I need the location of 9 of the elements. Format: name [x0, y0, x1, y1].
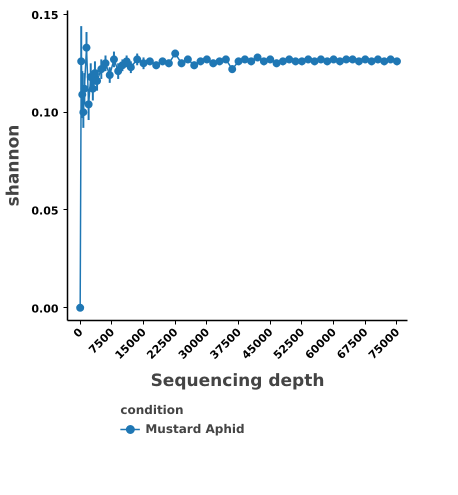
x-axis-title: Sequencing depth	[150, 370, 324, 391]
y-axis-title: shannon	[3, 124, 24, 206]
y-tick-label: 0.15	[31, 8, 58, 22]
y-tick-label: 0.05	[31, 204, 58, 218]
y-tick-label: 0.00	[31, 302, 59, 316]
x-tick-label: 0	[70, 325, 86, 340]
y-tick-label: 0.10	[31, 106, 59, 120]
legend-title: condition	[120, 403, 185, 417]
legend-label: Mustard Aphid	[145, 422, 245, 436]
